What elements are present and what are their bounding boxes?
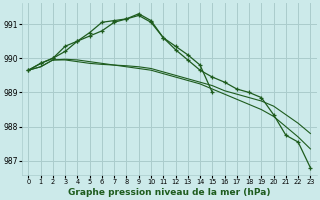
X-axis label: Graphe pression niveau de la mer (hPa): Graphe pression niveau de la mer (hPa) (68, 188, 271, 197)
